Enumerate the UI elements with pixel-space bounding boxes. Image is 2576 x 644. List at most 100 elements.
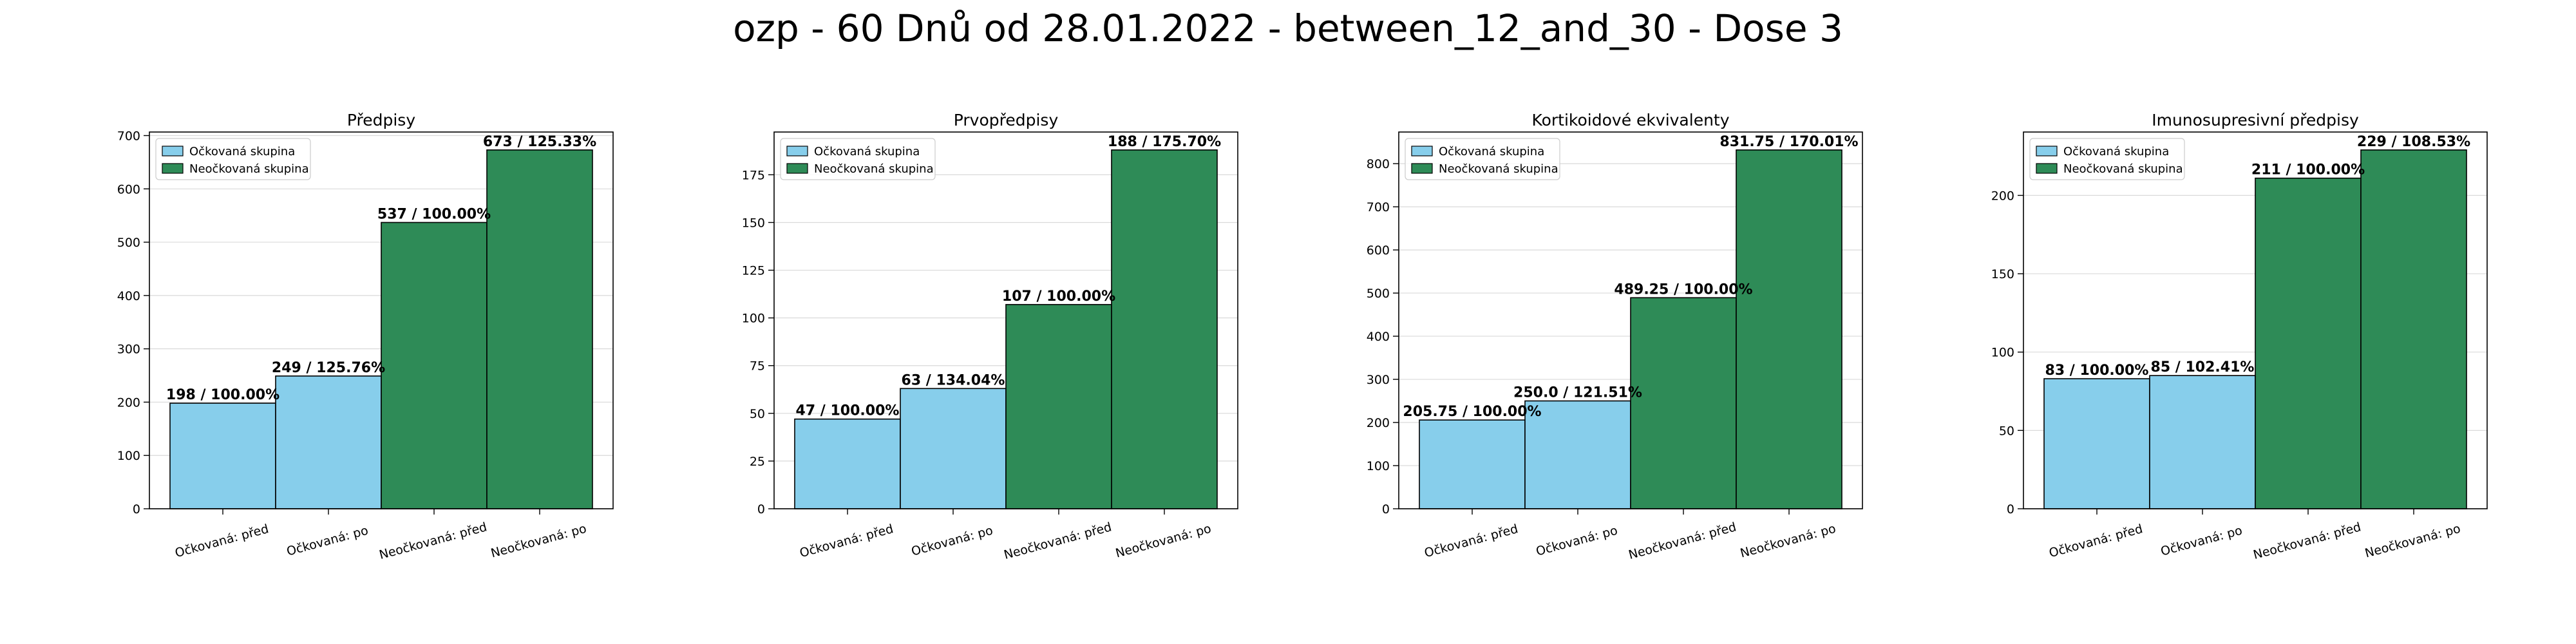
y-tick-label: 125 — [742, 264, 765, 278]
x-tick-label: Neočkovaná: po — [2363, 522, 2462, 561]
bar-value-label: 229 / 108.53% — [2357, 134, 2470, 150]
x-tick-label: Očkovaná: po — [1535, 524, 1619, 559]
x-tick-label: Neočkovaná: před — [1627, 520, 1738, 562]
chart-title: Prvopředpisy — [954, 111, 1059, 129]
x-tick-label: Neočkovaná: před — [1002, 520, 1113, 562]
y-tick-label: 100 — [117, 449, 140, 463]
y-tick-label: 50 — [750, 407, 765, 421]
y-tick-label: 0 — [1382, 502, 1390, 516]
y-tick-label: 600 — [117, 182, 140, 196]
x-tick-label: Očkovaná: před — [1423, 522, 1519, 560]
y-tick-label: 200 — [1367, 416, 1390, 430]
legend-swatch — [162, 163, 184, 174]
y-tick-label: 0 — [133, 502, 140, 516]
legend-entry: Neočkovaná skupina — [1439, 162, 1558, 176]
x-tick-label: Očkovaná: před — [2047, 522, 2144, 560]
axes-frame — [2023, 131, 2488, 509]
legend-swatch — [1411, 163, 1433, 174]
y-tick-label: 150 — [742, 216, 765, 230]
bar-value-label: 85 / 102.41% — [2151, 359, 2255, 375]
legend: Očkovaná skupina Neočkovaná skupina — [155, 138, 311, 180]
legend-entry: Neočkovaná skupina — [189, 162, 309, 176]
x-tick-label: Neočkovaná: před — [377, 520, 488, 562]
x-tick-label: Očkovaná: po — [910, 524, 994, 559]
legend-swatch — [2036, 146, 2058, 156]
y-tick-label: 200 — [1991, 189, 2014, 203]
bar-value-label: 249 / 125.76% — [272, 360, 385, 376]
chart-title: Předpisy — [347, 111, 415, 129]
x-tick-label: Očkovaná: před — [798, 522, 895, 560]
chart-panel: 47 / 100.00%63 / 134.04% 107 / 100.00% 188… — [742, 111, 1238, 562]
legend-entry: Neočkovaná skupina — [2063, 162, 2183, 176]
bar-value-label: 537 / 100.00% — [377, 206, 491, 222]
x-tick-label: Neočkovaná: po — [1114, 522, 1213, 561]
x-tick-label: Očkovaná: po — [285, 524, 370, 559]
y-tick-label: 500 — [117, 236, 140, 250]
bar — [2255, 177, 2362, 509]
y-tick-label: 50 — [1999, 424, 2014, 438]
bar — [169, 402, 276, 509]
y-tick-label: 400 — [1367, 330, 1390, 344]
bar — [275, 375, 382, 509]
legend-swatch — [786, 163, 808, 174]
legend-swatch — [162, 146, 184, 156]
axes-frame — [149, 131, 614, 509]
x-tick-label: Očkovaná: před — [173, 522, 270, 560]
legend-box — [780, 138, 936, 180]
y-tick-label: 100 — [1367, 459, 1390, 473]
y-tick-label: 25 — [750, 455, 765, 469]
y-tick-label: 300 — [117, 343, 140, 357]
y-tick-label: 100 — [1991, 346, 2014, 360]
bar-value-label: 211 / 100.00% — [2251, 162, 2365, 178]
legend-swatch — [786, 146, 808, 156]
y-tick-label: 600 — [1367, 243, 1390, 258]
y-tick-label: 700 — [1367, 200, 1390, 214]
y-tick-label: 0 — [757, 502, 765, 516]
legend-box — [155, 138, 311, 180]
bar — [1419, 419, 1526, 509]
legend-entry: Očkovaná skupina — [189, 145, 295, 158]
x-tick-label: Neočkovaná: po — [489, 522, 588, 561]
y-tick-label: 75 — [750, 359, 765, 374]
legend-entry: Očkovaná skupina — [814, 145, 920, 158]
bar — [381, 222, 488, 509]
y-tick-label: 0 — [2007, 502, 2014, 516]
axes-frame — [773, 131, 1238, 509]
y-tick-label: 150 — [1991, 267, 2014, 281]
legend: Očkovaná skupina Neočkovaná skupina — [780, 138, 936, 180]
legend: Očkovaná skupina Neočkovaná skupina — [2029, 138, 2185, 180]
x-tick-label: Neočkovaná: před — [2251, 520, 2362, 562]
legend-entry: Očkovaná skupina — [1439, 145, 1544, 158]
bar-value-label: 83 / 100.00% — [2045, 363, 2149, 379]
bar-value-label: 673 / 125.33% — [483, 134, 596, 150]
y-tick-label: 175 — [742, 168, 765, 182]
y-tick-label: 800 — [1367, 157, 1390, 171]
legend: Očkovaná skupina Neočkovaná skupina — [1405, 138, 1560, 180]
y-tick-label: 300 — [1367, 373, 1390, 387]
bar-value-label: 188 / 175.70% — [1108, 134, 1221, 150]
legend-box — [2029, 138, 2185, 180]
axes-frame — [1398, 131, 1863, 509]
bar — [1736, 149, 1842, 509]
legend-swatch — [1411, 146, 1433, 156]
chart-panel: 205.75 / 100.00% 250.0 / 121.51% 489.25 / … — [1367, 111, 1863, 562]
bar — [1630, 297, 1737, 509]
bar-value-label: 489.25 / 100.00% — [1614, 281, 1752, 298]
chart-title: Imunosupresivní předpisy — [2152, 111, 2359, 129]
x-tick-label: Neočkovaná: po — [1739, 522, 1837, 561]
bar — [2360, 149, 2467, 509]
bar-value-label: 831.75 / 170.01% — [1719, 134, 1858, 150]
chart-panel: 83 / 100.00% 85 / 102.41% 211 / 100.00% 229… — [1991, 111, 2488, 562]
legend-entry: Neočkovaná skupina — [814, 162, 934, 176]
bar-value-label: 107 / 100.00% — [1002, 289, 1115, 305]
bar-value-label: 47 / 100.00% — [796, 403, 900, 419]
bar-value-label: 63 / 134.04% — [902, 372, 1005, 388]
legend-box — [1405, 138, 1560, 180]
bar-value-label: 205.75 / 100.00% — [1403, 404, 1541, 420]
bar — [2043, 378, 2150, 509]
y-tick-label: 200 — [117, 395, 140, 410]
y-tick-label: 500 — [1367, 287, 1390, 301]
y-tick-label: 700 — [117, 129, 140, 144]
y-tick-label: 100 — [742, 312, 765, 326]
